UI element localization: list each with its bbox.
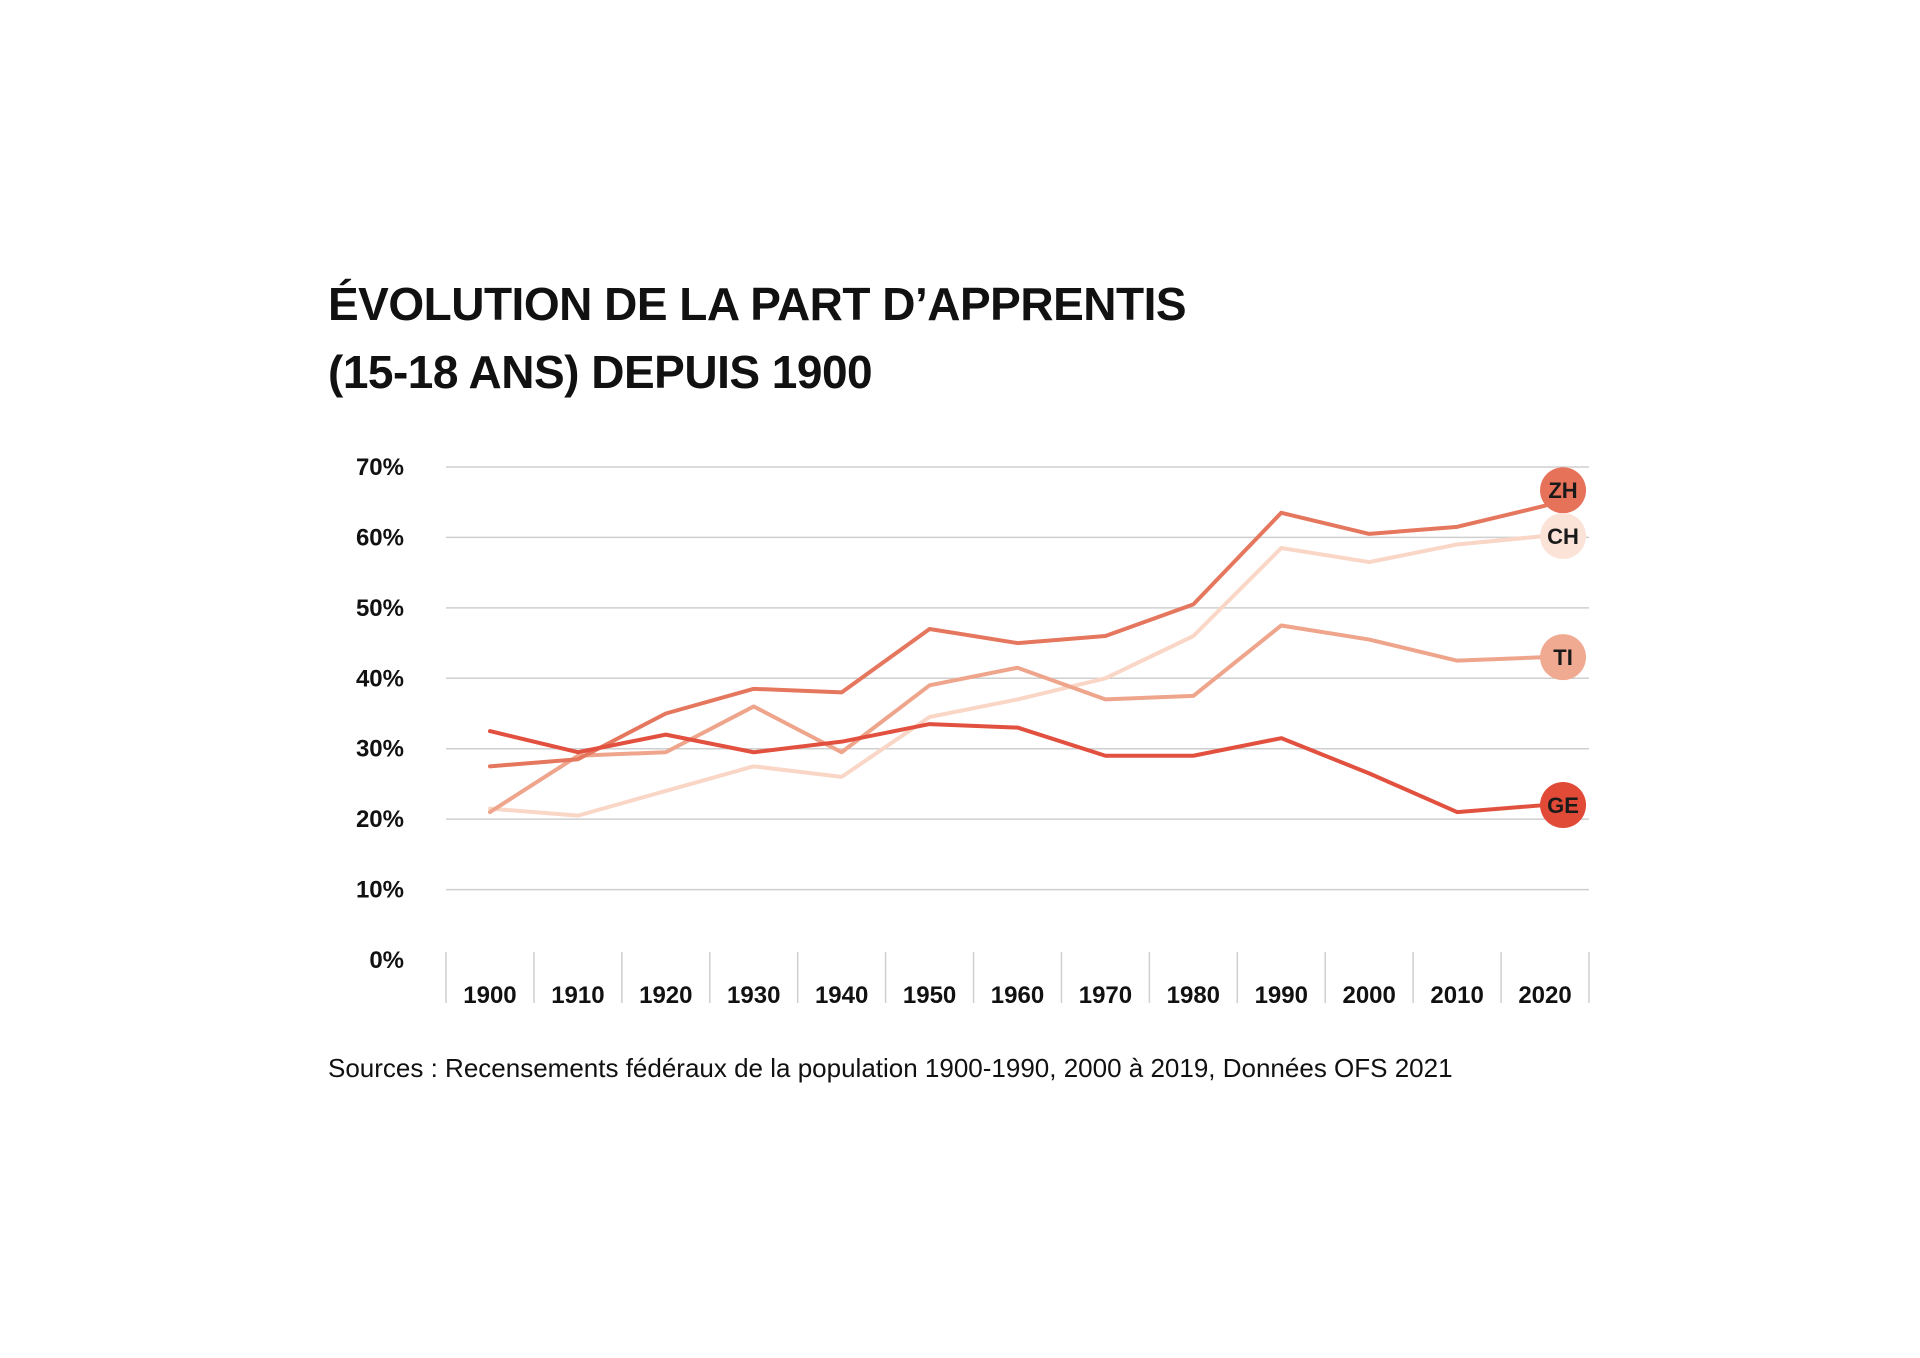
series-end-label-ge: GE: [1547, 793, 1579, 818]
series-end-label-ch: CH: [1547, 524, 1579, 549]
x-tick-label: 2010: [1430, 982, 1483, 1009]
series-line-ge: [487, 722, 1548, 815]
series-line-ti: [487, 623, 1548, 815]
y-tick-label: 30%: [356, 736, 404, 763]
y-tick-label: 70%: [356, 454, 404, 481]
x-tick-label: 1970: [1079, 982, 1132, 1009]
y-tick-label: 60%: [356, 524, 404, 551]
x-tick-label: 2000: [1342, 982, 1395, 1009]
y-tick-label: 20%: [356, 806, 404, 833]
chart-title-line-1: ÉVOLUTION DE LA PART D’APPRENTIS: [328, 278, 1187, 330]
series-end-marker-ti: [1540, 634, 1587, 681]
series-line-ch: [487, 534, 1548, 818]
y-tick-label: 0%: [369, 947, 404, 974]
x-tick-label: 1940: [815, 982, 868, 1009]
chart-title-line-2: (15-18 ANS) DEPUIS 1900: [328, 346, 873, 398]
x-tick-label: 1990: [1255, 982, 1308, 1009]
series-end-label-ti: TI: [1553, 645, 1573, 670]
x-tick-label: 1950: [903, 982, 956, 1009]
source-note: Sources : Recensements fédéraux de la po…: [328, 1053, 1453, 1083]
chart-title: ÉVOLUTION DE LA PART D’APPRENTIS (15-18 …: [328, 270, 1187, 406]
series-end-marker-ge: [1540, 782, 1587, 829]
y-tick-label: 40%: [356, 665, 404, 692]
x-tick-label: 2020: [1518, 982, 1571, 1009]
x-tick-label: 1900: [463, 982, 516, 1009]
series-end-label-zh: ZH: [1548, 478, 1577, 503]
y-tick-label: 50%: [356, 595, 404, 622]
series-end-marker-ch: [1540, 513, 1587, 560]
series-end-marker-zh: [1540, 467, 1587, 514]
x-tick-label: 1960: [991, 982, 1044, 1009]
series-line-zh: [487, 503, 1548, 769]
x-tick-label: 1930: [727, 982, 780, 1009]
x-tick-label: 1920: [639, 982, 692, 1009]
x-tick-label: 1980: [1167, 982, 1220, 1009]
x-tick-label: 1910: [551, 982, 604, 1009]
y-tick-label: 10%: [356, 877, 404, 904]
